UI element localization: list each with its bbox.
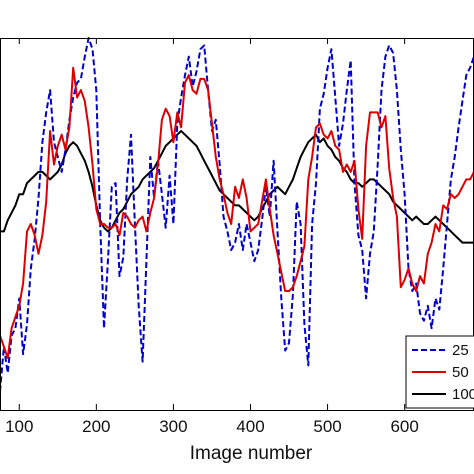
series-layer [0, 37, 474, 392]
x-tick-label: 400 [236, 417, 264, 436]
x-tick-label: 300 [159, 417, 187, 436]
x-axis-title: Image number [190, 443, 313, 464]
x-tick-label: 200 [82, 417, 110, 436]
series-line-50 [0, 66, 474, 359]
legend-label-100: 100 [452, 386, 474, 403]
series-line-25 [0, 37, 474, 392]
legend-label-25: 25 [452, 342, 469, 359]
legend-label-50: 50 [452, 364, 469, 381]
series-line-100 [0, 130, 474, 244]
legend: 25 50 100 [405, 335, 474, 409]
x-tick-label: 600 [390, 417, 418, 436]
x-tick-label: 500 [313, 417, 341, 436]
x-axis-ticks: 100 200 300 400 500 600 [5, 38, 419, 436]
x-tick-label: 100 [5, 417, 33, 436]
